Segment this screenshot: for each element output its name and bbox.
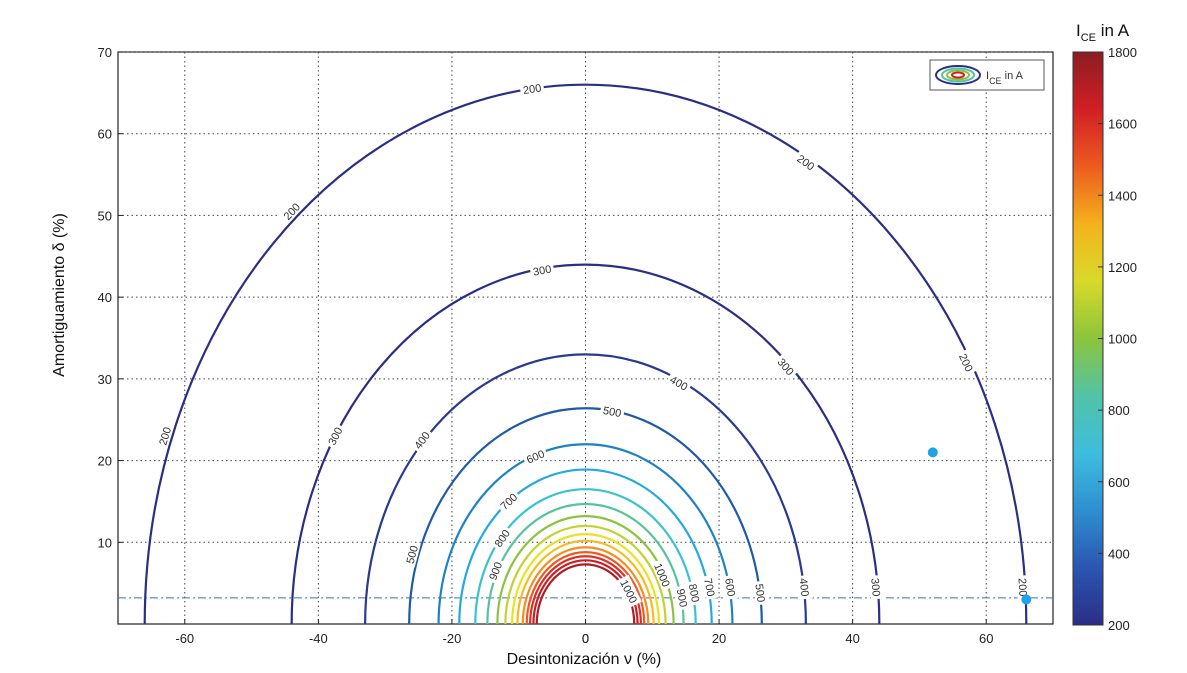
legend-contour-icon (935, 65, 981, 85)
x-tick-label: 20 (712, 631, 726, 646)
colorbar-title: ICE in A (1076, 21, 1130, 44)
contour-1100 (504, 524, 667, 625)
contour-label-bg (323, 422, 346, 450)
contour-label-bg (869, 574, 884, 600)
contour-label: 900 (674, 588, 689, 608)
y-tick-label: 40 (98, 290, 112, 305)
legend-ellipse (951, 71, 965, 79)
x-tick-label: -60 (175, 631, 194, 646)
contour-label: 800 (686, 583, 701, 603)
contour-label-bg (278, 197, 305, 225)
x-tick-label: 60 (979, 631, 993, 646)
contour-label-bg (154, 422, 174, 450)
legend-label: ICE in A (986, 70, 1024, 86)
contour-label-bg (599, 402, 626, 420)
contour-1200 (510, 533, 661, 625)
legend-ellipse (941, 67, 975, 83)
grid (118, 51, 1053, 624)
contour-labels: 2002002002002002003003003003004004004005… (154, 80, 1031, 611)
colorbar-tick-label: 1400 (1108, 188, 1137, 203)
x-tick-label: 40 (845, 631, 859, 646)
contour-label-bg (484, 557, 506, 585)
contour-label-bg (665, 370, 693, 395)
contour-label: 600 (722, 577, 737, 597)
legend-ellipse (946, 69, 970, 81)
contour-label-bg (773, 353, 799, 380)
x-tick-label: 0 (582, 631, 589, 646)
contour-label-bg (792, 149, 820, 175)
contour-label-bg (519, 80, 545, 97)
contour-label-bg (1016, 575, 1031, 600)
contour-label: 200 (522, 82, 542, 97)
contour-label: 700 (701, 577, 716, 597)
y-tick-label: 10 (98, 535, 112, 550)
contour-label-bg (495, 488, 522, 514)
colorbar-tick-label: 1000 (1108, 332, 1137, 347)
contour-label-bg (650, 558, 675, 592)
contour-label-bg (722, 574, 740, 600)
contour-1500 (525, 551, 646, 625)
contour-label-bg (701, 574, 719, 600)
axes: -60 -40 -20 0 20 40 600 10 20 30 40 50 60 70 (98, 45, 994, 646)
contour-label: 200 (1015, 578, 1028, 597)
colorbar-tick-label: 200 (1108, 618, 1130, 633)
x-axis-label: Desintonización ν (%) (507, 651, 662, 668)
contour-label-bg (489, 524, 514, 552)
legend: ICE in A (929, 59, 1045, 91)
contour-label-bg (753, 580, 769, 606)
y-axis-label: Amortiguamiento δ (%) (51, 213, 68, 377)
colorbar: ICE in A 200 400 600 800 1000 1200 1400 1600 180… (1072, 21, 1137, 633)
legend-ellipse (935, 65, 981, 85)
x-tick-label: -40 (309, 631, 328, 646)
contour-label-bg (616, 574, 642, 608)
colorbar-tick-label: 1600 (1108, 117, 1137, 132)
y-tick-label: 70 (98, 45, 112, 60)
contour-500 (408, 407, 763, 625)
colorbar-tick-label: 800 (1108, 403, 1130, 418)
contour-label: 400 (797, 578, 811, 598)
colorbar-tick-label: 1200 (1108, 260, 1137, 275)
contour-300 (290, 263, 881, 625)
y-tick-label: 60 (98, 127, 112, 142)
contour-label-bg (686, 580, 704, 606)
contour-400 (364, 353, 807, 625)
x-tick-label: -20 (443, 631, 462, 646)
y-tick-label: 50 (98, 208, 112, 223)
contour-800 (474, 488, 697, 625)
y-tick-label: 30 (98, 372, 112, 387)
contour-1400 (521, 546, 650, 625)
contour-600 (437, 443, 734, 625)
data-point (1021, 594, 1032, 605)
contour-label: 500 (602, 405, 622, 420)
contour-label-bg (674, 585, 692, 611)
contour-label-bg (402, 541, 421, 568)
contour-1300 (516, 539, 655, 625)
data-point (927, 447, 938, 458)
contour-label: 300 (532, 264, 552, 279)
contour-label-bg (521, 445, 549, 467)
contour-label-bg (409, 426, 434, 454)
colorbar-tick-label: 1800 (1108, 45, 1137, 60)
contour-label: 500 (405, 544, 421, 565)
contour-label: 200 (157, 426, 174, 447)
contour-700 (458, 468, 713, 625)
data-points (927, 447, 1032, 605)
contour-label-bg (955, 348, 978, 376)
x-tick-label: 0 (582, 631, 589, 646)
contour-label: 300 (868, 578, 882, 597)
contour-label-bg (797, 574, 813, 600)
y-tick-label: 20 (98, 454, 112, 469)
contour-label-bg (529, 261, 555, 279)
contour-label: 500 (752, 583, 766, 603)
colorbar-tick-label: 600 (1108, 475, 1130, 490)
colorbar-tick-label: 400 (1108, 546, 1130, 561)
